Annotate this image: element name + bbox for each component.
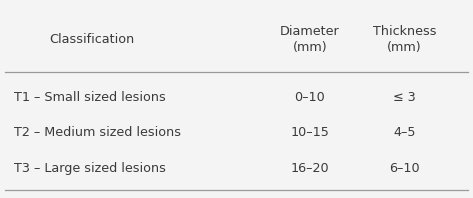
Text: T2 – Medium sized lesions: T2 – Medium sized lesions	[14, 126, 181, 139]
Text: T1 – Small sized lesions: T1 – Small sized lesions	[14, 90, 166, 104]
Text: 4–5: 4–5	[393, 126, 416, 139]
Text: Diameter
(mm): Diameter (mm)	[280, 25, 340, 54]
Text: 16–20: 16–20	[290, 162, 329, 175]
Text: Thickness
(mm): Thickness (mm)	[373, 25, 436, 54]
Text: 0–10: 0–10	[294, 90, 325, 104]
Text: 6–10: 6–10	[389, 162, 420, 175]
Text: Classification: Classification	[50, 33, 135, 46]
Text: T3 – Large sized lesions: T3 – Large sized lesions	[14, 162, 166, 175]
Text: ≤ 3: ≤ 3	[393, 90, 416, 104]
Text: 10–15: 10–15	[290, 126, 329, 139]
